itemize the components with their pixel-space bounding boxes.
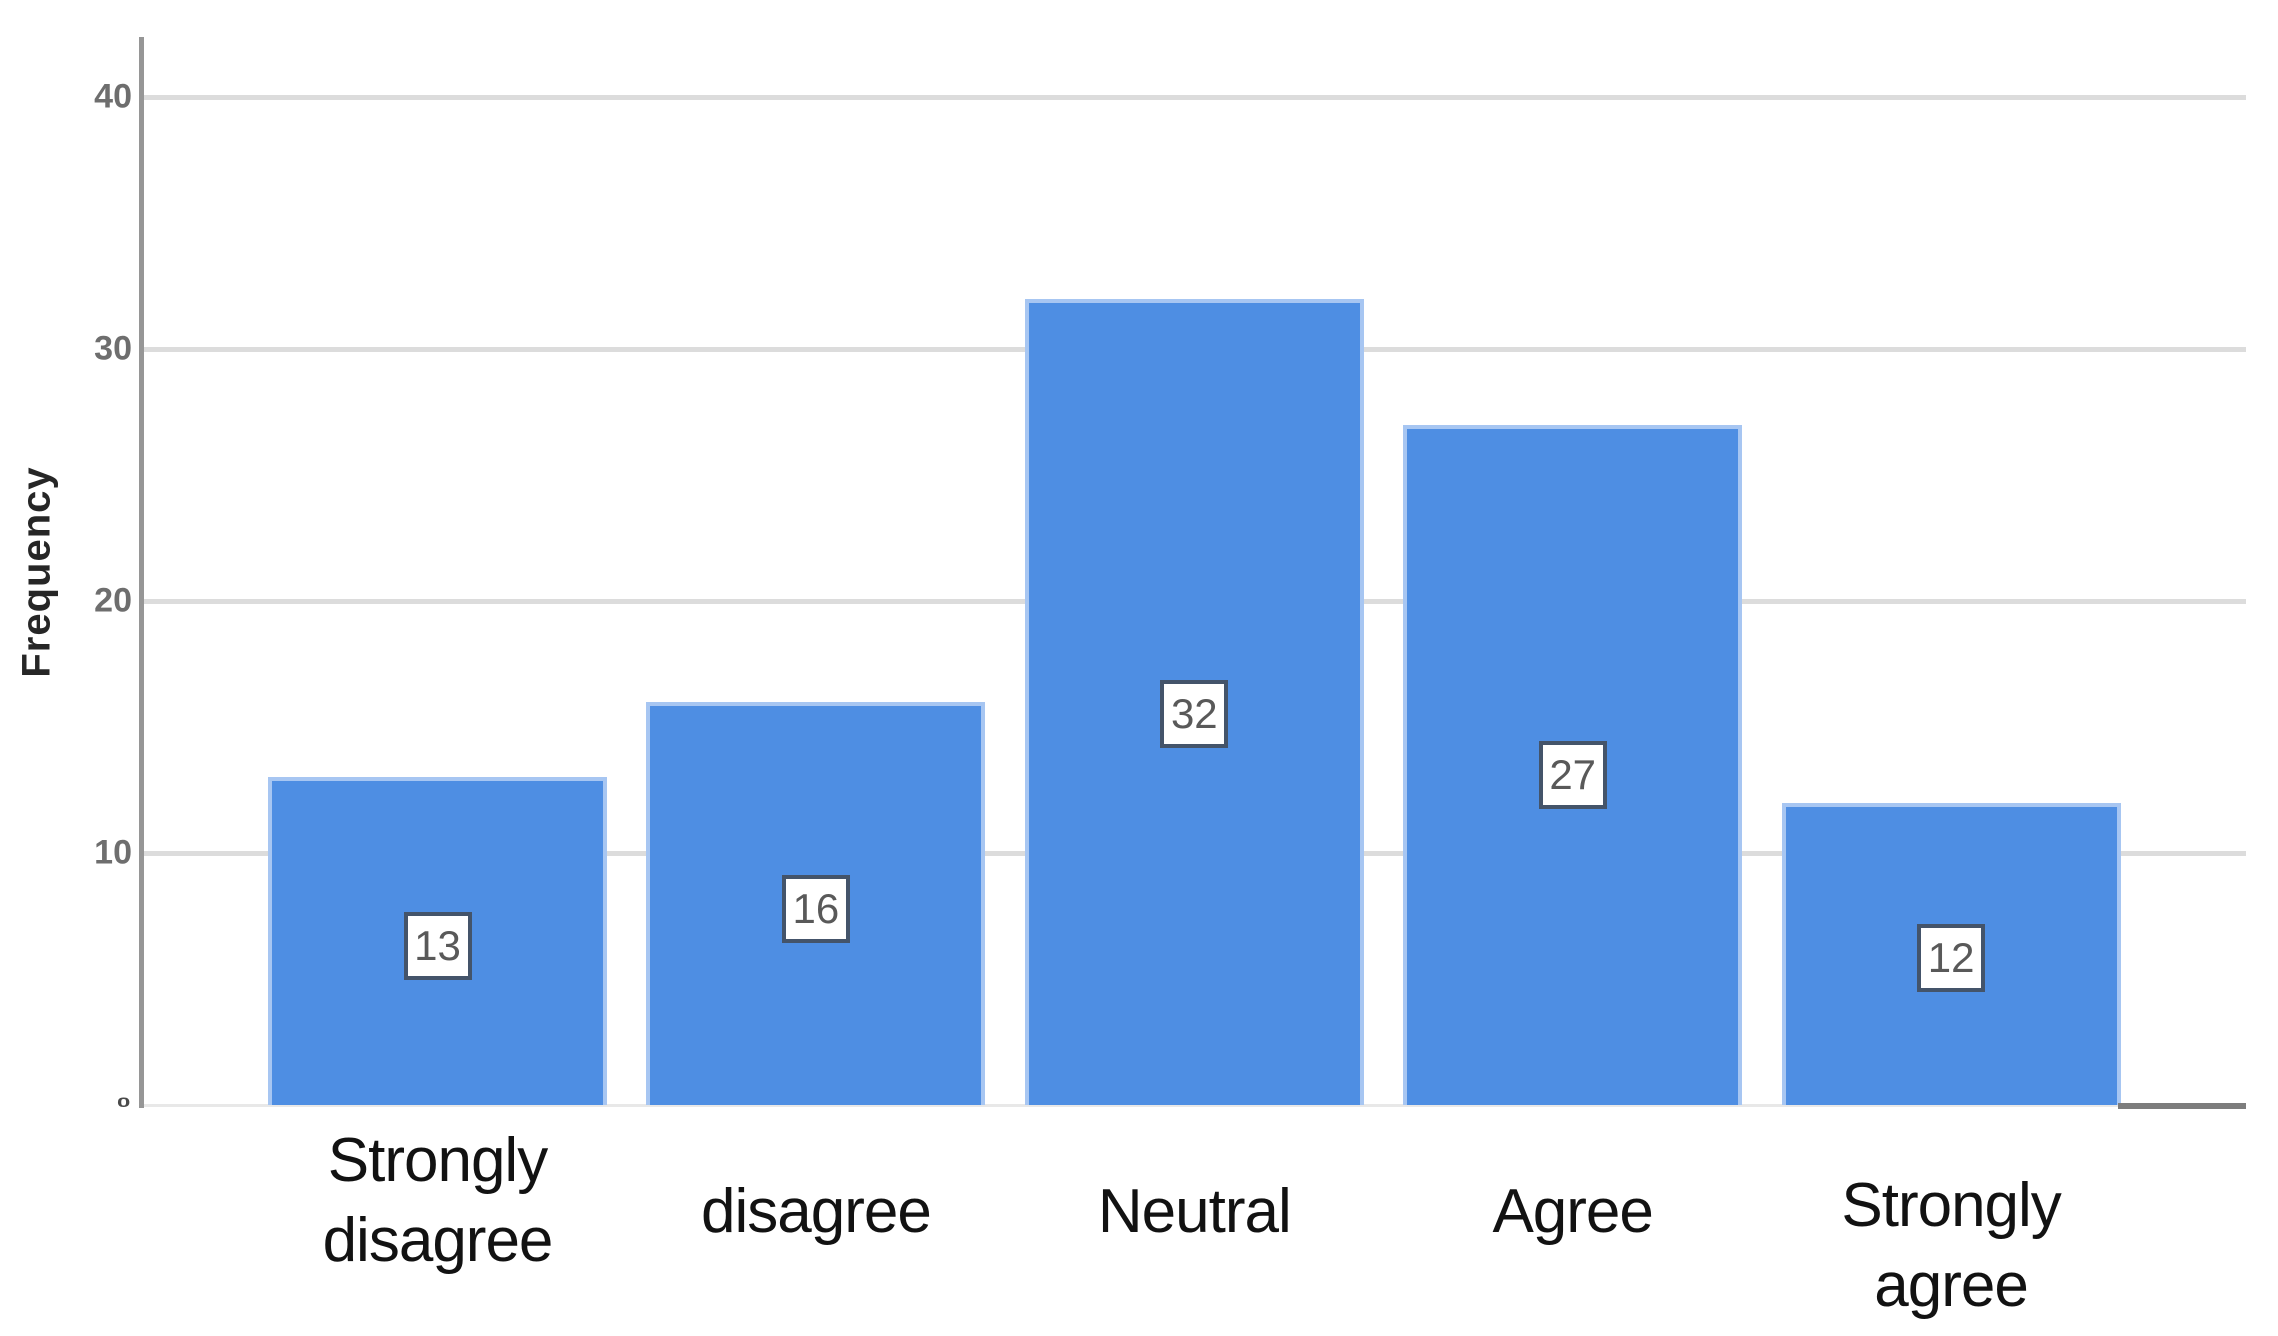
x-category-label: Agree xyxy=(1492,1177,1653,1246)
bar-value-label: 16 xyxy=(792,885,840,933)
bar-value-badge: 16 xyxy=(781,875,850,944)
bar-value-badge: 13 xyxy=(403,912,472,981)
gridline xyxy=(144,95,2246,100)
bar-value-badge: 32 xyxy=(1160,679,1229,748)
bar-value-label: 13 xyxy=(414,922,461,970)
bar-value-label: 12 xyxy=(1927,934,1975,982)
bar-value-badge: 12 xyxy=(1917,924,1986,993)
y-tick-label: 20 xyxy=(94,581,132,620)
bar-value-label: 27 xyxy=(1549,751,1597,798)
bar-value-label: 32 xyxy=(1170,689,1218,737)
y-axis-line xyxy=(139,37,144,1108)
x-axis-dark-segment xyxy=(2118,1103,2246,1109)
y-axis-title: Frequency xyxy=(14,466,59,678)
x-category-label: Strongly disagree xyxy=(322,1126,554,1275)
y-tick-label: 30 xyxy=(94,329,132,368)
bar xyxy=(1024,298,1364,1105)
bar-value-badge: 27 xyxy=(1538,741,1607,809)
y-tick-label: 0 xyxy=(116,1095,131,1111)
y-tick-label: 40 xyxy=(94,77,132,116)
x-category-label: Strongly agree xyxy=(1841,1171,2061,1320)
x-category-label: Neutral xyxy=(1097,1177,1292,1246)
x-axis-baseline xyxy=(144,1104,2246,1107)
y-tick-label: 10 xyxy=(94,833,132,872)
x-category-label: disagree xyxy=(700,1177,932,1246)
